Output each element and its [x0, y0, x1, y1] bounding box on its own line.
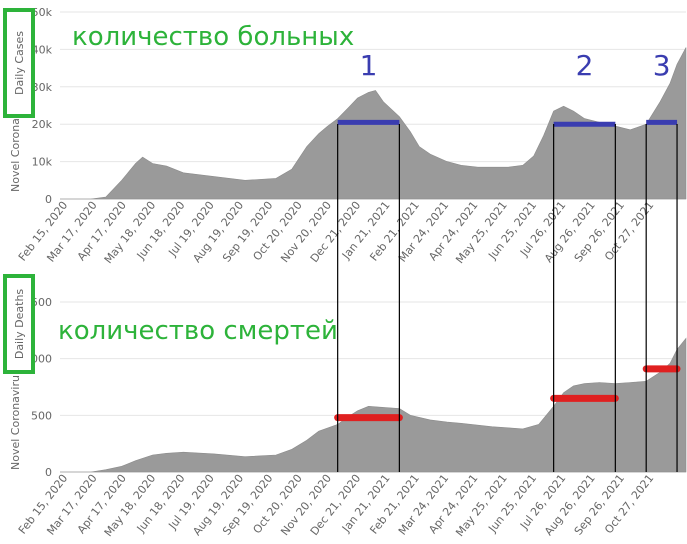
- period-number-label: 1: [360, 49, 378, 82]
- annotation-text: количество больных: [72, 22, 354, 52]
- y-axis-label-highlight-box: [3, 8, 35, 118]
- period-marker-lines: [337, 124, 678, 472]
- annotation-text: количество смертей: [58, 316, 338, 346]
- y-axis-label-boxed: Daily Deaths: [13, 289, 26, 360]
- y-axis-label-prefix: Novel Coronaviru: [9, 375, 22, 470]
- y-tick-label: 0: [45, 193, 52, 206]
- y-tick-label: 40k: [32, 43, 53, 56]
- period-number-label: 2: [576, 49, 594, 82]
- y-tick-label: 10k: [32, 156, 53, 169]
- y-tick-label: 50k: [32, 6, 53, 19]
- y-axis-label-prefix: Novel Coronaviru: [9, 97, 22, 192]
- y-tick-label: 0: [45, 466, 52, 479]
- y-tick-label: 500: [31, 409, 52, 422]
- y-tick-label: 30k: [32, 81, 53, 94]
- daily-deaths-area: [60, 337, 687, 473]
- y-axis-label-boxed: Daily Cases: [13, 31, 26, 95]
- y-tick-label: 20k: [32, 118, 53, 131]
- period-number-label: 3: [653, 49, 671, 82]
- y-axis-label-highlight-box: [3, 274, 35, 374]
